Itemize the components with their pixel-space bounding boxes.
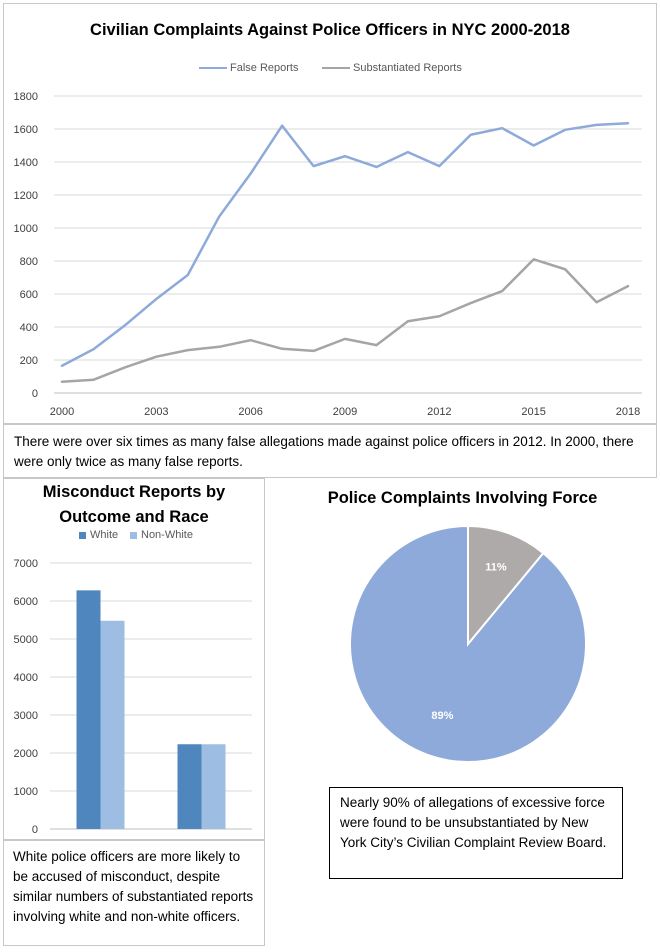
substantiated-reports-line bbox=[60, 258, 630, 384]
bar-chart-title-line1: Misconduct Reports by bbox=[42, 483, 226, 501]
legend-substantiated-reports: Substantiated Reports bbox=[322, 62, 462, 74]
y-tick-label: 1600 bbox=[14, 124, 38, 136]
x-tick-label: 2018 bbox=[616, 406, 640, 418]
pie-slice-11 bbox=[467, 524, 545, 647]
y-tick-label: 1000 bbox=[14, 786, 38, 798]
legend-false-reports: False Reports bbox=[199, 62, 298, 74]
bar-chart-caption: White police officers are more likely to… bbox=[13, 849, 254, 924]
legend-non-white-swatch bbox=[130, 531, 137, 539]
pie-chart-caption-box: Nearly 90% of allegations of excessive f… bbox=[329, 787, 623, 879]
line-chart-caption: There were over six times as many false … bbox=[14, 434, 634, 469]
line-chart-panel: Civilian Complaints Against Police Offic… bbox=[3, 3, 657, 424]
y-tick-label: 1000 bbox=[14, 223, 38, 235]
legend-substantiated-swatch bbox=[322, 67, 350, 70]
y-tick-label: 4000 bbox=[14, 672, 38, 684]
pie-chart-caption: Nearly 90% of allegations of excessive f… bbox=[340, 795, 607, 850]
line-chart-plot: 0 200 400 600 800 1000 1200 1400 1600 1800 2000 200… bbox=[14, 91, 642, 418]
legend-false-reports-label: False Reports bbox=[230, 62, 299, 74]
y-tick-label: 6000 bbox=[14, 596, 38, 608]
pie-chart-panel: Police Complaints Involving Force 89% 11% bbox=[268, 478, 657, 778]
x-tick-label: 2015 bbox=[521, 406, 545, 418]
x-tick-label: 2006 bbox=[238, 406, 262, 418]
legend-white-swatch bbox=[79, 531, 86, 539]
bar-non-white bbox=[201, 744, 226, 829]
bar-white bbox=[177, 744, 202, 829]
y-tick-label: 1400 bbox=[14, 157, 38, 169]
y-tick-label: 0 bbox=[32, 824, 38, 836]
y-tick-label: 2000 bbox=[14, 748, 38, 760]
pie-label: 89% bbox=[431, 710, 453, 722]
y-tick-label: 3000 bbox=[14, 710, 38, 722]
bar-chart-panel: Misconduct Reports by Outcome and Race W… bbox=[3, 478, 265, 840]
false-reports-line bbox=[60, 121, 630, 368]
pie-label: 11% bbox=[485, 561, 507, 573]
legend-white: White bbox=[79, 529, 118, 541]
bar-chart-caption-box: White police officers are more likely to… bbox=[3, 840, 265, 946]
y-tick-label: 800 bbox=[20, 256, 38, 268]
legend-substantiated-label: Substantiated Reports bbox=[353, 62, 462, 74]
legend-non-white-label: Non-White bbox=[141, 529, 193, 541]
line-chart-title: Civilian Complaints Against Police Offic… bbox=[90, 21, 570, 39]
y-tick-label: 5000 bbox=[14, 634, 38, 646]
bar-non-white bbox=[100, 620, 125, 829]
x-tick-label: 2009 bbox=[333, 406, 357, 418]
bar-chart-plot: 0 1000 2000 3000 4000 5000 6000 7000 bbox=[14, 558, 252, 836]
pie-chart-title: Police Complaints Involving Force bbox=[327, 489, 598, 507]
bar-chart-title-line2: Outcome and Race bbox=[59, 508, 209, 526]
y-tick-label: 1800 bbox=[14, 91, 38, 103]
y-tick-label: 200 bbox=[20, 355, 38, 367]
y-tick-label: 600 bbox=[20, 289, 38, 301]
y-tick-label: 0 bbox=[32, 388, 38, 400]
x-tick-label: 2012 bbox=[427, 406, 451, 418]
x-tick-label: 2003 bbox=[144, 406, 168, 418]
legend-false-reports-swatch bbox=[199, 67, 227, 70]
y-tick-label: 1200 bbox=[14, 190, 38, 202]
pie-chart-plot: 89% 11% bbox=[349, 524, 587, 763]
line-chart-caption-box: There were over six times as many false … bbox=[3, 424, 657, 478]
bar-white bbox=[76, 590, 101, 829]
y-tick-label: 400 bbox=[20, 322, 38, 334]
legend-white-label: White bbox=[90, 529, 119, 541]
x-tick-label: 2000 bbox=[50, 406, 74, 418]
legend-non-white: Non-White bbox=[130, 529, 193, 541]
y-tick-label: 7000 bbox=[14, 558, 38, 570]
